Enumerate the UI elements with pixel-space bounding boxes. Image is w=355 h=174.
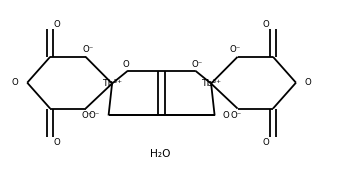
Text: O: O [263, 20, 269, 29]
Text: O⁻: O⁻ [83, 45, 94, 54]
Text: Tb³⁺: Tb³⁺ [102, 79, 122, 88]
Text: O: O [263, 138, 269, 147]
Text: O⁻: O⁻ [229, 45, 240, 54]
Text: H₂O: H₂O [149, 149, 170, 159]
Text: O⁻: O⁻ [230, 111, 241, 120]
Text: O⁻: O⁻ [88, 111, 99, 120]
Text: O⁻: O⁻ [191, 60, 203, 69]
Text: O: O [123, 60, 130, 69]
Text: O: O [305, 78, 312, 87]
Text: O⁻: O⁻ [82, 111, 93, 120]
Text: O: O [54, 20, 61, 29]
Text: O: O [223, 111, 230, 120]
Text: O: O [11, 78, 18, 87]
Text: Tb³⁺: Tb³⁺ [201, 79, 221, 88]
Text: O: O [54, 138, 61, 147]
